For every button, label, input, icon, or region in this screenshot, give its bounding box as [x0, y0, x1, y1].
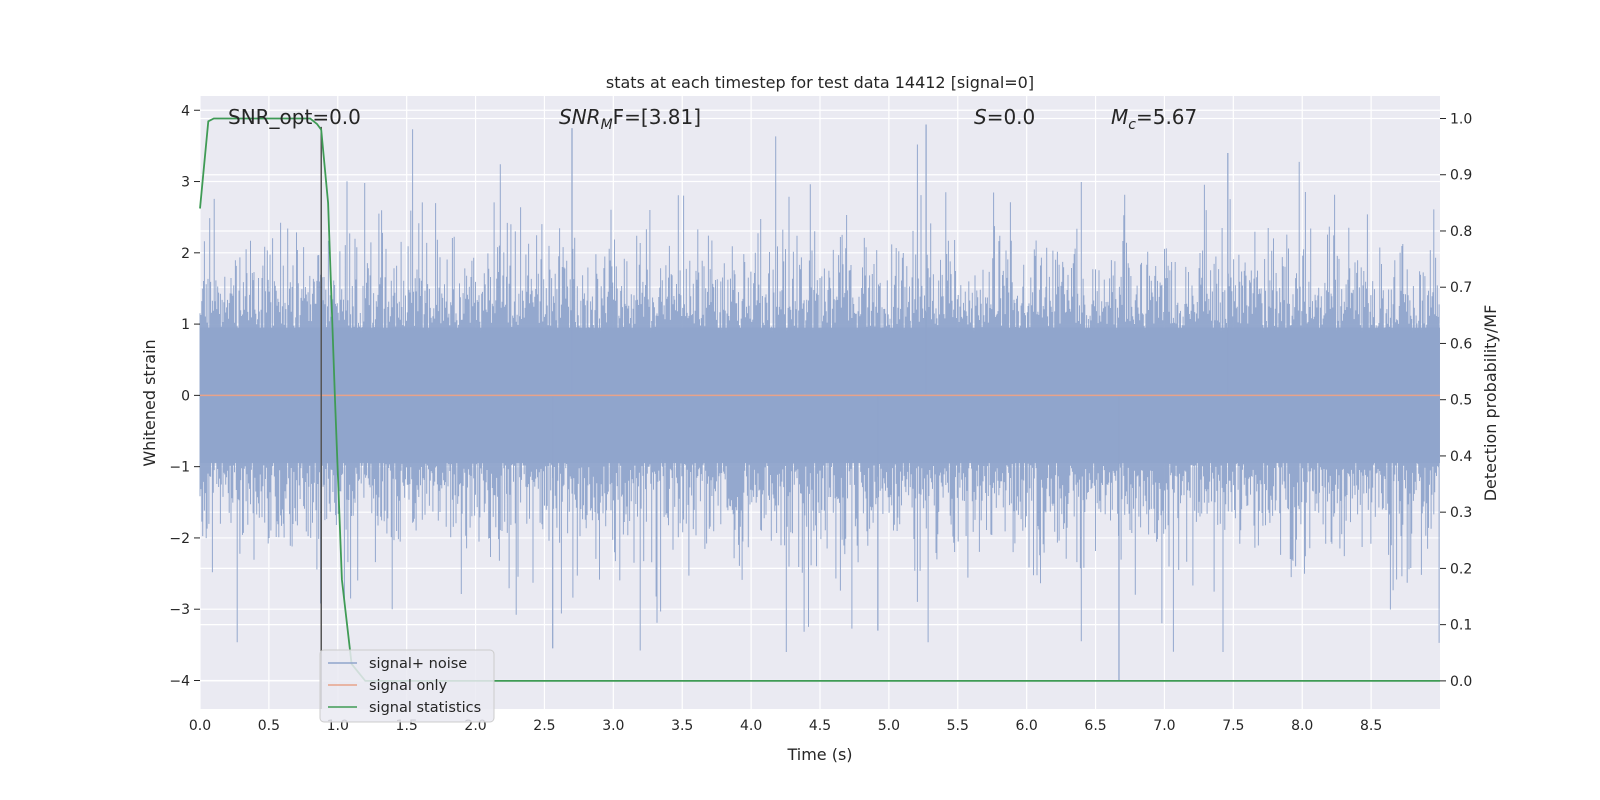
- x-tick-label: 4.5: [809, 718, 831, 734]
- x-tick-label: 3.0: [602, 718, 624, 734]
- s-value: =0.0: [987, 105, 1036, 129]
- x-tick-label: 5.0: [878, 718, 900, 734]
- x-tick-label: 5.5: [947, 718, 969, 734]
- x-tick-label: 8.0: [1291, 718, 1313, 734]
- x-tick-label: 7.0: [1153, 718, 1175, 734]
- x-tick-label: 6.5: [1084, 718, 1106, 734]
- y-tick-label: 3: [181, 175, 190, 191]
- legend-label-signal: signal only: [369, 678, 448, 694]
- x-tick-label: 0.5: [258, 718, 280, 734]
- s-symbol: S: [974, 105, 987, 129]
- x-tick-label: 3.5: [671, 718, 693, 734]
- snr-opt-annotation: SNR_opt=0.0: [228, 105, 361, 129]
- x-tick-label: 6.0: [1016, 718, 1038, 734]
- legend-box: [319, 649, 495, 723]
- x-tick-label: 4.0: [740, 718, 762, 734]
- mc-value: =5.67: [1136, 105, 1197, 129]
- mc-subscript: c: [1128, 117, 1136, 133]
- mc-annotation: Mc=5.67: [1111, 105, 1197, 133]
- right-y-axis-ticks: 1.0 0.9 0.8 0.7 0.6 0.5 0.4 0.3 0.2 0.1 0.0: [1440, 111, 1472, 690]
- snr-mf-suffix: F=[3.81]: [613, 105, 701, 129]
- mc-symbol: M: [1111, 105, 1128, 129]
- right-tick-label: 0.4: [1450, 449, 1472, 465]
- snr-mf-prefix: SNR: [559, 105, 601, 129]
- right-tick-label: 0.6: [1450, 336, 1472, 352]
- x-tick-label: 8.5: [1360, 718, 1382, 734]
- snr-mf-annotation: SNRMF=[3.81]: [559, 105, 701, 133]
- x-tick-label: 2.5: [533, 718, 555, 734]
- snr-mf-subscript: M: [601, 117, 613, 133]
- y-tick-label: −3: [169, 602, 190, 618]
- legend-label-stats: signal statistics: [369, 700, 481, 716]
- y-tick-label: −1: [169, 460, 190, 476]
- right-tick-label: 0.5: [1450, 393, 1472, 409]
- x-tick-label: 0.0: [189, 718, 211, 734]
- y-axis-ticks: 4 3 2 1 0 −1 −2 −3 −4: [169, 103, 200, 689]
- right-tick-label: 0.7: [1450, 280, 1472, 296]
- right-tick-label: 0.1: [1450, 618, 1472, 634]
- x-tick-label: 7.5: [1222, 718, 1244, 734]
- y-tick-label: −2: [169, 531, 190, 547]
- right-tick-label: 0.9: [1450, 168, 1472, 184]
- y-tick-label: 1: [181, 317, 190, 333]
- y-tick-label: −4: [169, 673, 190, 689]
- y-tick-label: 4: [181, 103, 190, 119]
- legend: signal+ noise signal only signal statist…: [319, 649, 495, 723]
- right-tick-label: 0.8: [1450, 224, 1472, 240]
- right-tick-label: 0.0: [1450, 674, 1472, 690]
- s-annotation: S=0.0: [974, 105, 1035, 129]
- y-axis-label: Whitened strain: [140, 339, 159, 466]
- right-y-axis-label: Detection probability/MF: [1481, 305, 1500, 502]
- right-tick-label: 1.0: [1450, 111, 1472, 127]
- right-tick-label: 0.3: [1450, 505, 1472, 521]
- signal-statistics-series: [199, 117, 1440, 682]
- right-tick-label: 0.2: [1450, 561, 1472, 577]
- legend-label-noise: signal+ noise: [369, 656, 467, 672]
- chart-title: stats at each timestep for test data 144…: [606, 73, 1034, 92]
- y-tick-label: 0: [181, 388, 190, 404]
- x-axis-label: Time (s): [786, 745, 852, 764]
- y-tick-label: 2: [181, 246, 190, 262]
